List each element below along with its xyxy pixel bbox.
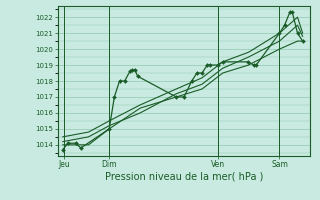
X-axis label: Pression niveau de la mer( hPa ): Pression niveau de la mer( hPa ) [105,172,263,182]
